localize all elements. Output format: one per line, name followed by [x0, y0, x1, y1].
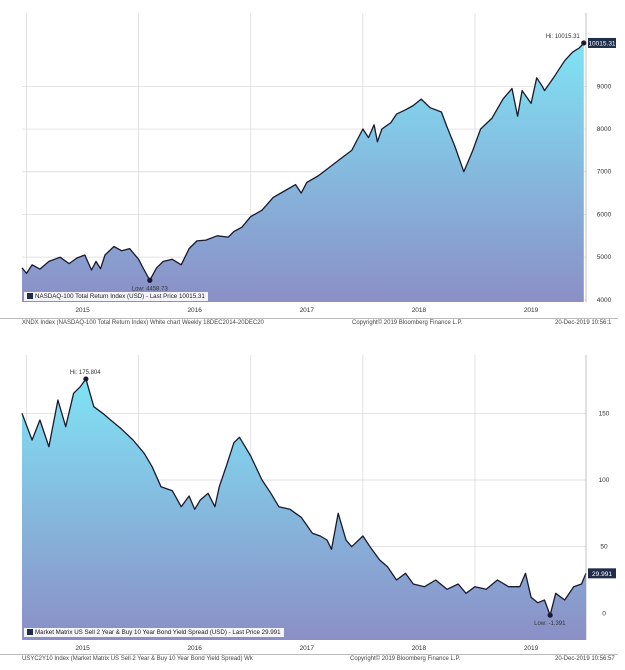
nasdaq-chart-panel: 4000 5000 6000 7000 8000 9000 2015 2016 2017 2018…: [0, 0, 625, 330]
legend-swatch: [27, 293, 33, 299]
last-price-badge: [588, 568, 616, 579]
series-line: [21, 378, 587, 616]
x-tick-label: 2015: [75, 307, 90, 314]
x-tick-label: 2019: [524, 307, 539, 314]
y-tick-label: 6000: [597, 211, 612, 218]
nasdaq-footer-timestamp: 20-Dec-2019 10:56:1: [555, 320, 612, 326]
yield-spread-chart: 0 50 100 150 2015 2016 2017 2018 2019 Hi: 175.804…: [21, 355, 616, 652]
x-tick-label: 2018: [412, 645, 427, 652]
y-tick-label: 4000: [597, 297, 612, 304]
high-label: Hi: 10015.31: [546, 34, 581, 40]
low-point-marker: [547, 612, 553, 618]
yield-footer-timestamp: 20-Dec-2019 10:56:57: [555, 656, 615, 662]
yield-footer-ticker: USYC2Y10 Index (Market Matrix US Sell 2 …: [22, 656, 253, 662]
x-tick-label: 2016: [187, 645, 202, 652]
y-tick-label: 8000: [597, 126, 612, 133]
x-tick-label: 2018: [412, 307, 427, 314]
yield-legend: Market Matrix US Sell 2 Year & Buy 10 Ye…: [24, 628, 284, 637]
yield-footer: USYC2Y10 Index (Market Matrix US Sell 2 …: [0, 654, 618, 666]
nasdaq-footer-copyright: Copyright© 2019 Bloomberg Finance L.P.: [352, 320, 463, 326]
high-point-marker: [581, 40, 587, 46]
y-tick-label: 7000: [597, 169, 612, 176]
x-tick-label: 2019: [524, 645, 539, 652]
last-price-value: 29.991: [592, 571, 612, 578]
low-point-marker: [147, 277, 153, 283]
last-price-value: 10015.31: [588, 40, 615, 47]
y-tick-label: 100: [599, 477, 610, 484]
y-tick-label: 9000: [597, 83, 612, 90]
x-tick-label: 2017: [300, 307, 315, 314]
high-point-marker: [83, 376, 89, 382]
y-tick-label: 150: [599, 410, 610, 417]
yield-spread-chart-panel: 0 50 100 150 2015 2016 2017 2018 2019 Hi: 175.804…: [0, 340, 625, 670]
x-tick-label: 2017: [300, 645, 315, 652]
yield-legend-text: Market Matrix US Sell 2 Year & Buy 10 Ye…: [35, 629, 281, 636]
x-tick-label: 2015: [75, 645, 90, 652]
last-price-badge: [588, 37, 616, 48]
high-label: Hi: 175.804: [70, 370, 101, 376]
legend-swatch: [27, 629, 33, 635]
y-tick-label: 0: [602, 610, 606, 617]
y-tick-label: 50: [600, 544, 608, 551]
low-label: Low: 4458.73: [132, 286, 169, 292]
nasdaq-chart: 4000 5000 6000 7000 8000 9000 2015 2016 2017 2018…: [21, 13, 616, 314]
nasdaq-legend: NASDAQ-100 Total Return Index (USD) - La…: [24, 292, 208, 301]
x-tick-label: 2016: [187, 307, 202, 314]
series-area: [22, 43, 584, 302]
y-tick-label: 5000: [597, 254, 612, 261]
nasdaq-legend-text: NASDAQ-100 Total Return Index (USD) - La…: [35, 293, 205, 300]
low-label: Low: -1.391: [534, 621, 566, 627]
nasdaq-footer: XNDX Index (NASDAQ-100 Total Return Inde…: [0, 318, 618, 330]
series-line: [21, 42, 585, 281]
yield-footer-copyright: Copyright© 2019 Bloomberg Finance L.P.: [350, 656, 461, 662]
nasdaq-footer-ticker: XNDX Index (NASDAQ-100 Total Return Inde…: [22, 320, 264, 326]
series-area: [22, 378, 586, 640]
